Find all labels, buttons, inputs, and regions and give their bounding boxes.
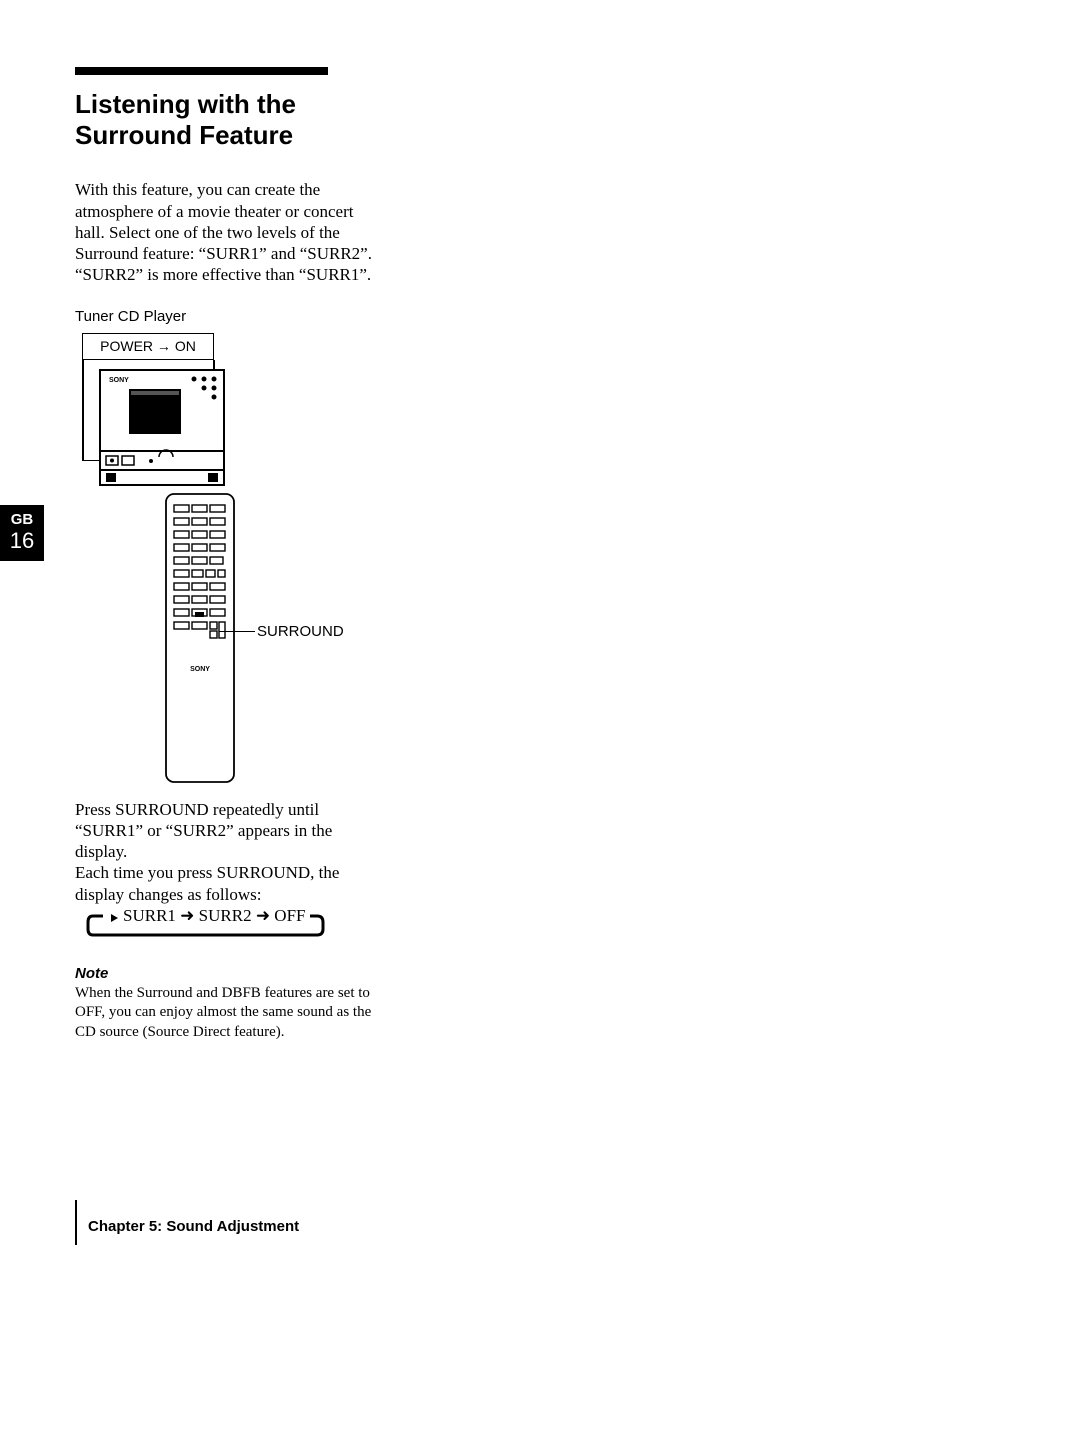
title-line-1: Listening with the xyxy=(75,89,296,119)
footer-chapter: Chapter 5: Sound Adjustment xyxy=(88,1218,299,1235)
page-content: Listening with the Surround Feature With… xyxy=(75,67,1015,1387)
cycle-arrow-icon xyxy=(111,914,118,922)
cycle-diagram: SURR1 ➜ SURR2 ➜ OFF xyxy=(85,909,330,937)
svg-text:SONY: SONY xyxy=(190,666,210,673)
callout-line xyxy=(82,360,84,460)
device-diagram: POWER → ON SONY xyxy=(75,333,415,793)
cd-player-icon: SONY xyxy=(99,369,225,486)
instruction-text-2: Each time you press SURROUND, the displa… xyxy=(75,862,375,905)
title-line-2: Surround Feature xyxy=(75,120,293,150)
remote-control-icon: SONY xyxy=(165,493,235,783)
page-title: Listening with the Surround Feature xyxy=(75,89,1015,151)
callout-line xyxy=(219,631,255,633)
region-label: GB xyxy=(0,505,44,528)
device-label: Tuner CD Player xyxy=(75,308,1015,325)
power-callout: POWER → ON xyxy=(82,333,214,360)
title-bar xyxy=(75,67,328,75)
cycle-sequence: SURR1 ➜ SURR2 ➜ OFF xyxy=(123,906,306,926)
page-side-tab: GB 16 xyxy=(0,505,44,561)
note-heading: Note xyxy=(75,965,1015,982)
note-text: When the Surround and DBFB features are … xyxy=(75,984,380,1043)
instruction-text-1: Press SURROUND repeatedly until “SURR1” … xyxy=(75,799,375,863)
intro-paragraph: With this feature, you can create the at… xyxy=(75,179,375,285)
surround-callout: SURROUND xyxy=(257,623,344,640)
footer-divider xyxy=(75,1200,77,1245)
page-number: 16 xyxy=(0,528,44,554)
svg-text:SONY: SONY xyxy=(109,377,129,384)
